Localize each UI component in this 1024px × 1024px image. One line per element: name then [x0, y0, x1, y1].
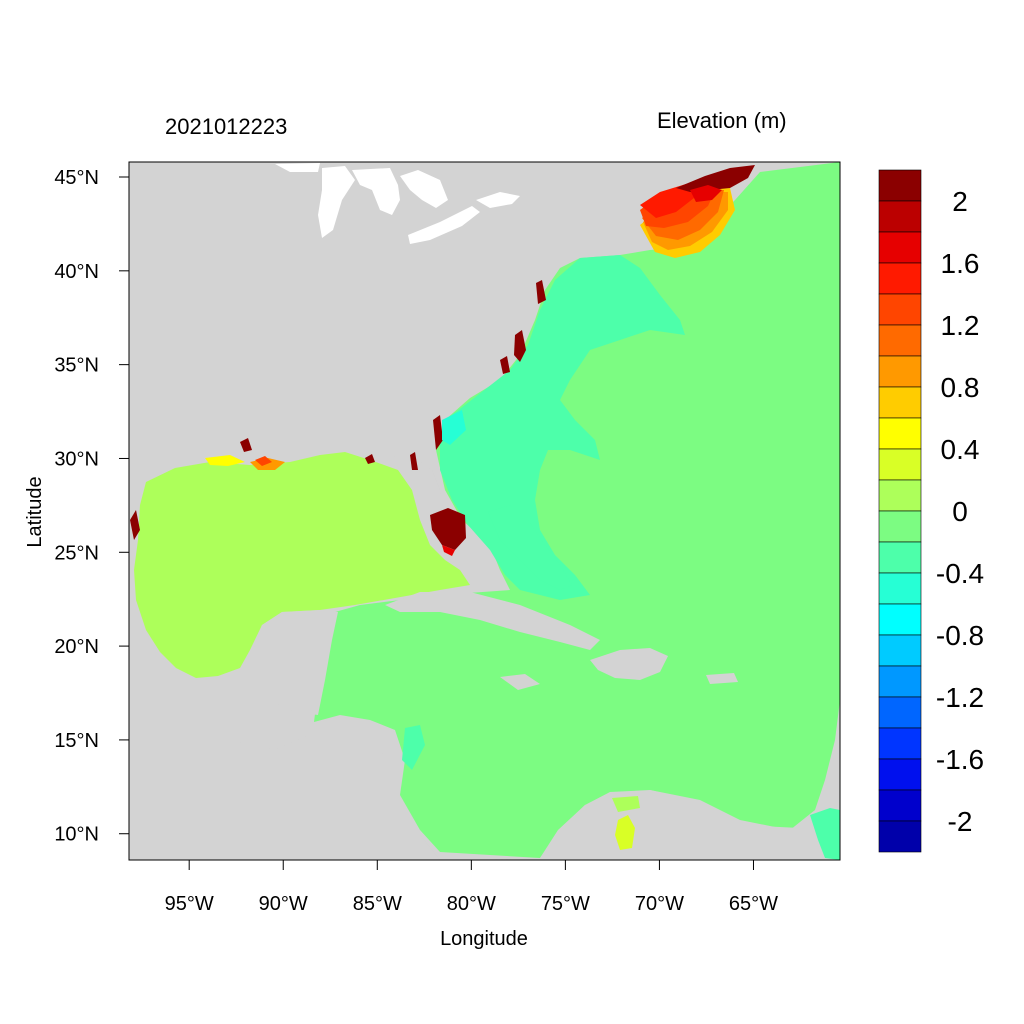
colorbar-swatch	[878, 200, 922, 233]
central-america	[129, 715, 440, 860]
x-tick-label: 75°W	[541, 893, 590, 915]
x-axis: 95°W 90°W 85°W 80°W 75°W 70°W 65°W	[165, 860, 778, 915]
colorbar-swatch	[878, 262, 922, 295]
colorbar-label: 0	[952, 496, 968, 527]
colorbar-label: 1.6	[941, 248, 980, 279]
great-lakes	[275, 163, 520, 244]
x-tick-label: 85°W	[353, 893, 402, 915]
colorbar-label: 1.2	[941, 310, 980, 341]
colorbar-label: -0.8	[936, 620, 984, 651]
y-tick-label: 10°N	[54, 824, 99, 846]
colorbar-swatch	[878, 665, 922, 698]
colorbar-swatch	[878, 417, 922, 450]
y-axis: 45°N 40°N 35°N 30°N 25°N 20°N 15°N 10°N	[54, 167, 129, 846]
colorbar-swatch	[878, 386, 922, 419]
mid-atlantic-coastal-fringe	[433, 280, 546, 450]
map-frame	[128, 161, 841, 861]
y-axis-label: Latitude	[24, 476, 46, 547]
colorbar-swatch	[878, 603, 922, 636]
colorbar-label: -0.4	[936, 558, 984, 589]
colorbar	[878, 169, 922, 853]
x-axis-label: Longitude	[440, 928, 528, 950]
colorbar-swatch	[878, 510, 922, 543]
colorbar-label: -1.2	[936, 682, 984, 713]
colorbar-label: -1.6	[936, 744, 984, 775]
colorbar-label: -2	[948, 806, 973, 837]
gulf-of-honduras-water	[402, 725, 425, 770]
y-tick-label: 30°N	[54, 448, 99, 470]
lake-maracaibo	[615, 815, 635, 850]
y-tick-label: 35°N	[54, 355, 99, 377]
timestamp-title: 2021012223	[165, 114, 287, 139]
colorbar-swatch	[878, 789, 922, 822]
colorbar-swatch	[878, 758, 922, 791]
colorbar-labels: 2 1.6 1.2 0.8 0.4 0 -0.4 -0.8 -1.2 -1.6 -2	[936, 186, 984, 837]
bahamas-banks	[488, 505, 572, 590]
y-tick-label: 25°N	[54, 542, 99, 564]
colorbar-swatch	[878, 293, 922, 326]
colorbar-title: Elevation (m)	[657, 108, 787, 133]
colorbar-swatch	[878, 572, 922, 605]
colorbar-swatch	[878, 634, 922, 667]
hispaniola	[590, 648, 668, 680]
yucatan-peninsula	[252, 610, 338, 715]
southwest-florida-surge	[430, 508, 466, 556]
colorbar-swatch	[878, 479, 922, 512]
colorbar-swatch	[878, 727, 922, 760]
y-tick-label: 40°N	[54, 261, 99, 283]
colorbar-label: 2	[952, 186, 968, 217]
gulf-of-maine-surge	[640, 165, 755, 258]
colorbar-swatch	[878, 231, 922, 264]
cuba	[385, 592, 600, 650]
jamaica	[500, 674, 540, 690]
puerto-rico	[706, 673, 738, 684]
gulf-of-mexico-water	[134, 452, 470, 678]
y-tick-label: 20°N	[54, 636, 99, 658]
colorbar-swatch	[878, 169, 922, 202]
colorbar-swatch	[878, 448, 922, 481]
colorbar-label: 0.8	[941, 372, 980, 403]
map-panel	[129, 162, 840, 860]
y-tick-label: 15°N	[54, 730, 99, 752]
colorbar-label: 0.4	[941, 434, 980, 465]
colorbar-swatch	[878, 696, 922, 729]
colorbar-swatch	[878, 324, 922, 357]
x-tick-label: 80°W	[447, 893, 496, 915]
atlantic-caribbean-water	[314, 162, 840, 858]
colorbar-swatch	[878, 820, 922, 853]
gulf-of-venezuela	[612, 796, 640, 812]
colorbar-swatch	[878, 355, 922, 388]
x-tick-label: 90°W	[259, 893, 308, 915]
x-tick-label: 65°W	[729, 893, 778, 915]
louisiana-coast-surge	[130, 438, 418, 540]
georgia-coast-light-patch	[442, 410, 466, 445]
trinidad-shelf	[810, 808, 840, 860]
south-america	[480, 790, 840, 860]
x-tick-label: 95°W	[165, 893, 214, 915]
colorbar-swatch	[878, 541, 922, 574]
y-tick-label: 45°N	[54, 167, 99, 189]
x-tick-label: 70°W	[635, 893, 684, 915]
